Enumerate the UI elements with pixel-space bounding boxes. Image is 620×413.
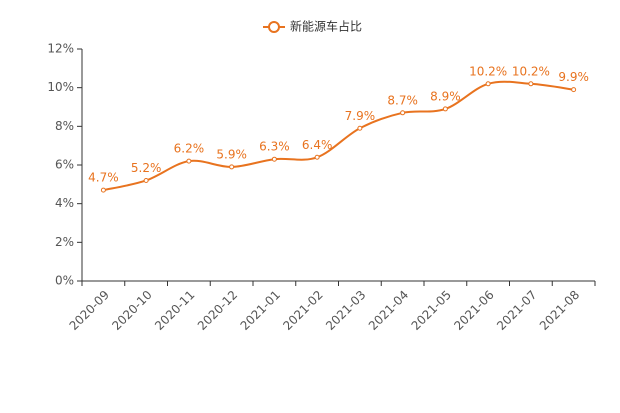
data-label: 9.9% (558, 70, 589, 84)
data-label: 4.7% (88, 171, 119, 185)
data-label: 8.9% (430, 89, 461, 103)
point (143, 177, 149, 183)
legend-marker (268, 21, 280, 33)
x-tick-label: 2021-07 (494, 288, 539, 333)
point (571, 87, 577, 93)
data-label: 7.9% (345, 109, 376, 123)
data-label: 6.2% (174, 142, 205, 156)
x-tick-label: 2020-09 (67, 288, 112, 333)
x-tick-label: 2021-02 (280, 288, 325, 333)
point (528, 81, 534, 87)
x-tick-label: 2020-10 (109, 288, 154, 333)
point (186, 158, 192, 164)
x-tick-label: 2021-06 (451, 288, 496, 333)
x-tick-label: 2021-04 (366, 288, 411, 333)
x-tick-label: 2021-03 (323, 288, 368, 333)
point (442, 106, 448, 112)
line (103, 80, 574, 192)
data-label: 6.4% (302, 138, 333, 152)
data-label: 8.7% (387, 93, 418, 107)
x-tick-label: 2020-11 (152, 288, 197, 333)
data-label: 5.9% (216, 147, 247, 161)
data-label: 6.3% (259, 140, 290, 154)
y-tick-label: 8% (55, 119, 74, 133)
y-tick-label: 6% (55, 158, 74, 172)
point (400, 110, 406, 116)
data-label: 10.2% (469, 64, 507, 78)
x-tick-label: 2021-05 (409, 288, 454, 333)
point (485, 81, 491, 87)
y-tick-label: 10% (47, 80, 74, 94)
x-tick-label: 2021-01 (238, 288, 283, 333)
x-tick-label: 2021-08 (537, 288, 582, 333)
point (314, 154, 320, 160)
data-label: 5.2% (131, 161, 162, 175)
point (271, 156, 277, 162)
legend-label: 新能源车占比 (290, 19, 362, 34)
x-tick-label: 2020-12 (195, 288, 240, 333)
point (357, 125, 363, 131)
data-label: 10.2% (512, 64, 550, 78)
y-tick-label: 2% (55, 235, 74, 249)
y-tick-label: 4% (55, 196, 74, 210)
point (229, 164, 235, 170)
y-tick-label: 12% (47, 42, 74, 56)
y-tick-label: 0% (55, 274, 74, 288)
point (100, 187, 106, 193)
